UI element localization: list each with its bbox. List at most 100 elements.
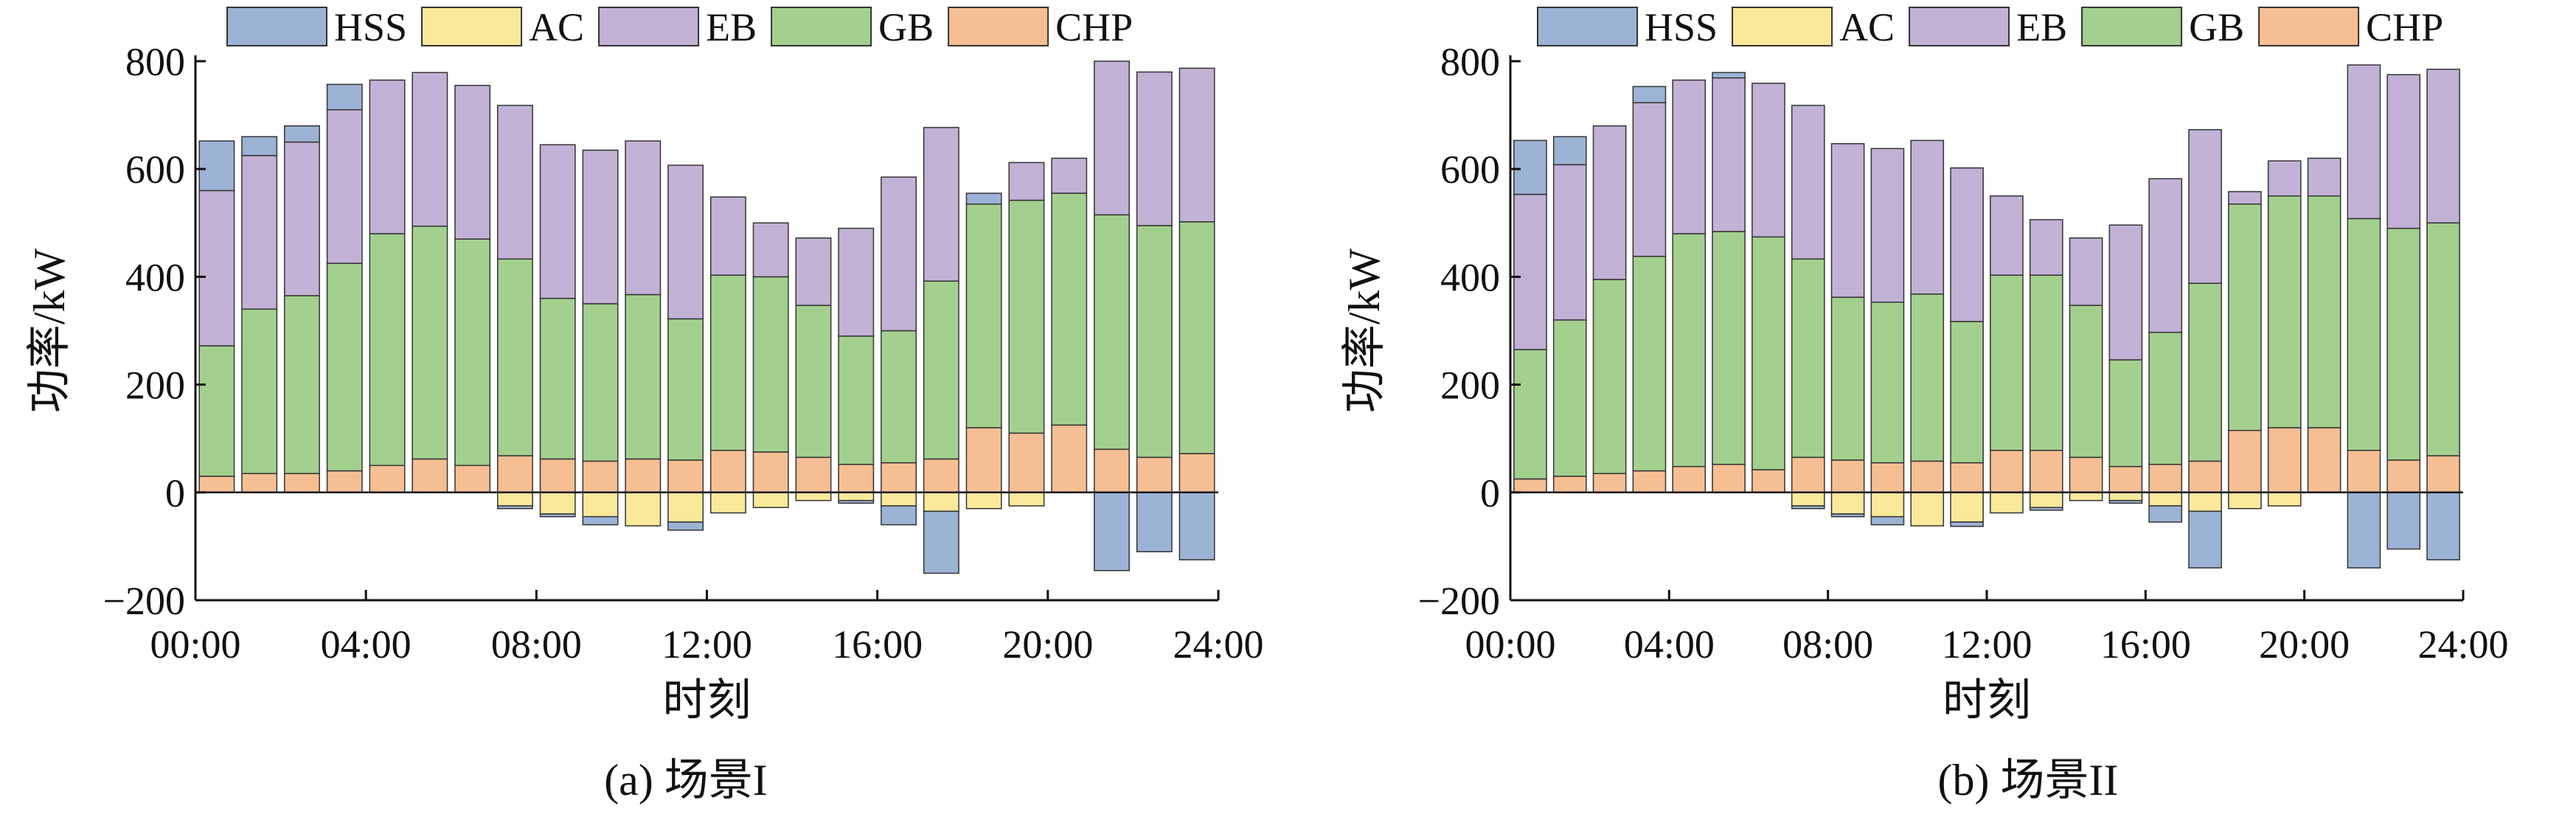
bar-gb-h12 [667, 318, 704, 461]
y-tick-label: −200 [103, 579, 185, 623]
bar-chp-h23 [1136, 456, 1173, 493]
bar-chp-h13 [709, 450, 746, 493]
bar-hss-neg-h14 [2029, 507, 2063, 511]
bar-gb-h14 [752, 276, 789, 453]
bar-gb-h1 [198, 345, 235, 477]
y-tick-label: 800 [1440, 40, 1500, 84]
bar-hss-h3 [284, 125, 320, 143]
bar-chp-h5 [1672, 465, 1707, 493]
y-tick-label: −200 [1418, 579, 1500, 623]
bar-eb-h9 [1830, 143, 1865, 298]
panel-caption: (b) 场景II [1938, 756, 2119, 804]
y-tick-label: 800 [125, 40, 185, 84]
bar-eb-h2 [241, 155, 278, 310]
bar-gb-h10 [582, 303, 619, 462]
bar-chp-h10 [1870, 462, 1905, 493]
bar-gb-h22 [2347, 218, 2381, 451]
bar-eb-h22 [2347, 64, 2381, 220]
legend-swatch-chp [948, 7, 1049, 46]
y-tick-label: 600 [125, 147, 185, 192]
bar-ac-neg-h19 [2228, 492, 2262, 510]
y-tick-label: 600 [1440, 147, 1500, 192]
bar-ac-neg-h20 [2267, 492, 2302, 507]
bar-eb-h8 [496, 105, 533, 260]
bar-gb-h19 [965, 203, 1002, 428]
bar-eb-h15 [2069, 237, 2103, 306]
y-tick-label: 200 [1440, 364, 1500, 408]
bar-ac-neg-h11 [625, 492, 662, 526]
bar-hss-neg-h22 [2347, 492, 2381, 569]
bar-eb-h16 [838, 227, 875, 337]
bar-eb-h12 [1950, 167, 1984, 322]
bar-hss-neg-h9 [539, 513, 576, 518]
bar-ac-neg-h8 [1791, 492, 1825, 507]
bar-gb-h2 [1552, 319, 1587, 477]
bar-chp-h19 [965, 427, 1002, 493]
bar-eb-h7 [1752, 83, 1785, 238]
bar-gb-h1 [1513, 349, 1547, 480]
bar-gb-h6 [412, 225, 448, 460]
y-tick-label: 200 [125, 364, 185, 408]
bar-gb-h10 [1870, 302, 1905, 464]
x-tick-label: 20:00 [1002, 622, 1093, 667]
bar-eb-h15 [795, 237, 832, 306]
bar-hss-neg-h23 [1136, 492, 1173, 552]
bar-hss-h4 [1632, 86, 1667, 104]
bar-gb-h17 [2148, 331, 2183, 465]
bar-chp-h9 [539, 458, 576, 493]
bar-hss-neg-h24 [1178, 492, 1215, 560]
bar-chp-h17 [881, 462, 917, 493]
bar-eb-h2 [1552, 164, 1587, 321]
legend-swatch-ac [421, 7, 523, 46]
bar-eb-h11 [1910, 139, 1945, 295]
bar-chp-h9 [1830, 459, 1865, 493]
bar-gb-h16 [838, 336, 875, 465]
bar-chp-h22 [2347, 450, 2381, 493]
bar-eb-h8 [1791, 105, 1825, 260]
y-tick-label: 0 [165, 471, 185, 515]
bar-eb-h20 [2267, 160, 2302, 197]
bar-chp-h3 [1592, 473, 1627, 493]
bar-eb-h24 [1178, 67, 1215, 223]
bar-chp-h6 [412, 458, 448, 493]
bar-chp-h7 [454, 465, 491, 493]
bar-gb-h24 [2426, 222, 2460, 456]
bar-eb-h23 [2386, 74, 2421, 229]
legend-label-hss: HSS [1645, 5, 1718, 49]
bar-hss-neg-h17 [2148, 505, 2183, 523]
legend-label-hss: HSS [334, 5, 407, 49]
bar-gb-h5 [1672, 233, 1707, 467]
bar-chp-h4 [1632, 470, 1667, 493]
bar-ac-neg-h14 [2029, 492, 2063, 509]
bar-hss-neg-h16 [838, 500, 875, 504]
bar-gb-h20 [2267, 195, 2302, 428]
bar-gb-h15 [795, 305, 832, 459]
bar-ac-neg-h17 [881, 492, 917, 507]
legend-swatch-gb [771, 7, 872, 46]
bar-chp-h13 [1990, 450, 2024, 493]
bar-chp-h22 [1094, 448, 1130, 493]
bar-gb-h23 [1136, 225, 1173, 459]
bar-eb-h18 [923, 127, 959, 282]
bar-eb-h13 [1990, 195, 2024, 276]
chart-panel-1: −200 0 200 400 600 800 00:00 04:00 08:00 12:00 16:… [25, 5, 1264, 804]
bar-ac-neg-h19 [965, 492, 1002, 510]
bar-chp-h8 [1791, 456, 1825, 493]
bar-gb-h3 [284, 295, 320, 474]
bar-eb-h17 [2148, 178, 2183, 333]
bar-eb-h13 [709, 196, 746, 276]
bar-chp-h6 [1712, 464, 1746, 493]
bar-eb-h18 [2188, 129, 2222, 284]
bar-hss-neg-h16 [2108, 500, 2143, 504]
bar-chp-h23 [2386, 459, 2421, 493]
bar-hss-neg-h24 [2426, 492, 2460, 560]
bar-ac-neg-h9 [1830, 492, 1865, 515]
bar-eb-h4 [326, 109, 363, 264]
legend-label-chp: CHP [2366, 5, 2443, 49]
legend-swatch-eb [598, 7, 700, 46]
bar-gb-h22 [1094, 214, 1130, 451]
bar-eb-h23 [1136, 71, 1173, 226]
bar-gb-h12 [1950, 321, 1984, 464]
bar-gb-h13 [709, 274, 746, 451]
